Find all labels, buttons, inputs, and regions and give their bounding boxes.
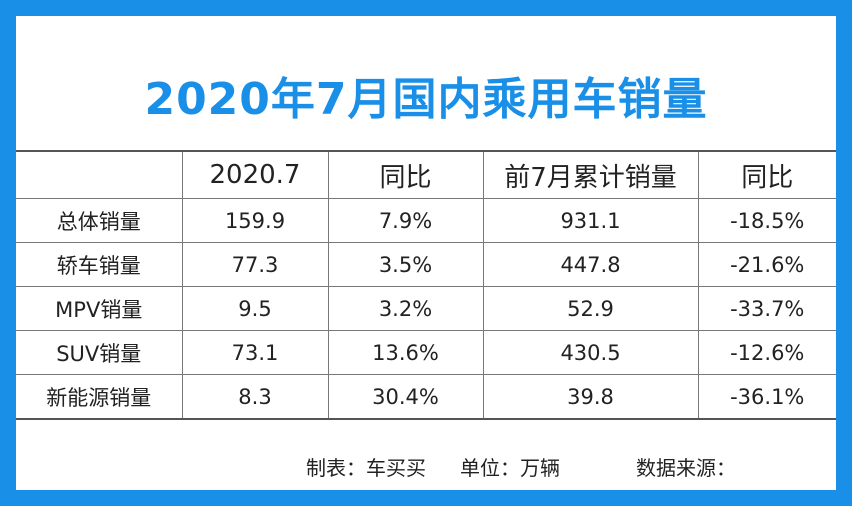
table-row: 总体销量 159.9 7.9% 931.1 -18.5% <box>16 198 836 243</box>
row-label: MPV销量 <box>16 286 183 331</box>
cell-cumulative-yoy: -21.6% <box>697 242 836 287</box>
footer-maker: 制表：车买买 <box>306 456 426 480</box>
cell-yoy: 3.2% <box>327 286 484 331</box>
cell-cumulative: 52.9 <box>482 286 699 331</box>
cell-yoy: 30.4% <box>327 374 484 420</box>
cell-cumulative-yoy: -36.1% <box>697 374 836 420</box>
cell-month: 73.1 <box>181 330 329 375</box>
header-cell-cumulative: 前7月累计销量 <box>482 150 699 199</box>
cell-month: 8.3 <box>181 374 329 420</box>
cell-cumulative: 430.5 <box>482 330 699 375</box>
cell-month: 77.3 <box>181 242 329 287</box>
row-label: 轿车销量 <box>16 242 183 287</box>
table-row: 新能源销量 8.3 30.4% 39.8 -36.1% <box>16 374 836 420</box>
cell-yoy: 13.6% <box>327 330 484 375</box>
report-card: 2020年7月国内乘用车销量 2020.7 同比 前7月累计销量 同比 总体销量… <box>16 16 836 490</box>
header-cell-empty <box>16 150 183 199</box>
row-label: SUV销量 <box>16 330 183 375</box>
footer-source: 数据来源： <box>636 456 736 480</box>
cell-cumulative: 39.8 <box>482 374 699 420</box>
table-row: 轿车销量 77.3 3.5% 447.8 -21.6% <box>16 242 836 287</box>
cell-cumulative: 447.8 <box>482 242 699 287</box>
page-title: 2020年7月国内乘用车销量 <box>144 74 708 125</box>
table-header-row: 2020.7 同比 前7月累计销量 同比 <box>16 150 836 199</box>
cell-cumulative-yoy: -18.5% <box>697 198 836 243</box>
footer-unit: 单位：万辆 <box>460 456 560 480</box>
cell-month: 9.5 <box>181 286 329 331</box>
cell-cumulative: 931.1 <box>482 198 699 243</box>
header-cell-cumulative-yoy: 同比 <box>697 150 836 199</box>
table-row: SUV销量 73.1 13.6% 430.5 -12.6% <box>16 330 836 375</box>
sales-table: 2020.7 同比 前7月累计销量 同比 总体销量 159.9 7.9% 931… <box>16 150 836 420</box>
cell-yoy: 3.5% <box>327 242 484 287</box>
row-label: 新能源销量 <box>16 374 183 420</box>
table-row: MPV销量 9.5 3.2% 52.9 -33.7% <box>16 286 836 331</box>
header-cell-yoy: 同比 <box>327 150 484 199</box>
row-label: 总体销量 <box>16 198 183 243</box>
cell-cumulative-yoy: -33.7% <box>697 286 836 331</box>
cell-cumulative-yoy: -12.6% <box>697 330 836 375</box>
header-cell-month: 2020.7 <box>181 150 329 199</box>
cell-yoy: 7.9% <box>327 198 484 243</box>
cell-month: 159.9 <box>181 198 329 243</box>
